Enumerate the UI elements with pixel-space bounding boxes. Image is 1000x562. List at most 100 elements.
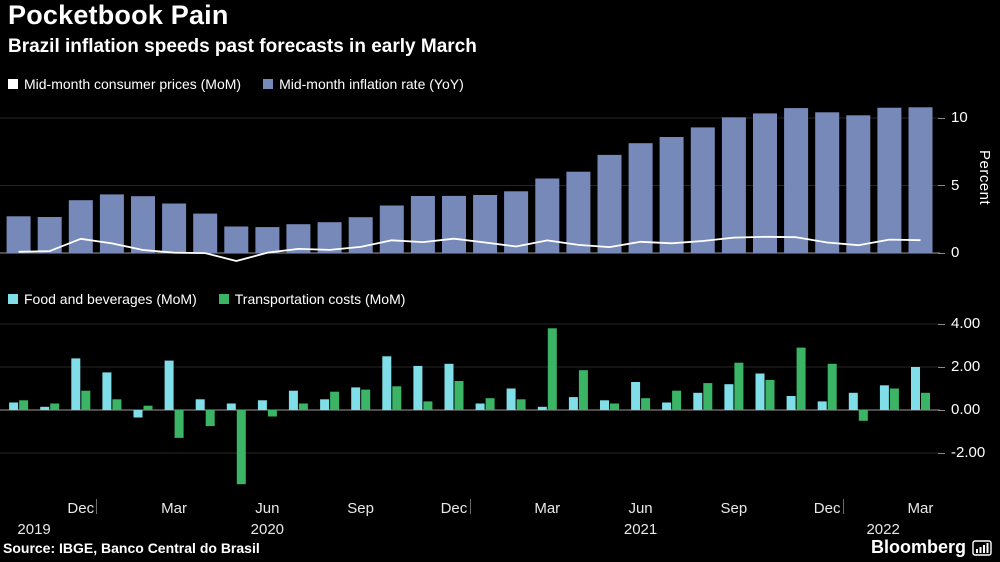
transport-bar xyxy=(547,328,557,410)
yoy-inflation-bar xyxy=(131,196,155,253)
top-chart xyxy=(0,107,940,262)
transport-bar xyxy=(889,388,899,410)
yoy-inflation-bar xyxy=(68,200,93,253)
mom-prices-line xyxy=(18,235,921,262)
y-axis: 10 5 0 4.00 2.00 0.00 -2.00 xyxy=(938,0,1000,562)
yoy-inflation-bar xyxy=(753,113,777,254)
transport-bar xyxy=(174,410,184,438)
top-chart-legend: Mid-month consumer prices (MoM) Mid-mont… xyxy=(8,76,464,92)
yoy-inflation-bar xyxy=(317,222,342,253)
y-axis-tick xyxy=(938,366,945,368)
x-month-label: Dec xyxy=(813,500,841,517)
yoy-inflation-bar xyxy=(815,112,840,253)
transport-bar xyxy=(796,347,806,410)
food-bar xyxy=(568,397,578,410)
food-bar xyxy=(382,356,392,411)
legend-label-consumer-prices: Mid-month consumer prices (MoM) xyxy=(24,76,242,92)
x-month-label: Jun xyxy=(255,500,280,517)
food-bar xyxy=(164,360,174,410)
legend-item-transportation: Transportation costs (MoM) xyxy=(218,291,406,307)
page-title: Pocketbook Pain xyxy=(8,0,229,30)
yoy-inflation-bar xyxy=(784,108,809,253)
legend-label-inflation-rate: Mid-month inflation rate (YoY) xyxy=(279,76,464,92)
transport-bar xyxy=(734,362,744,410)
food-bar xyxy=(848,392,858,410)
yoy-inflation-bar xyxy=(504,191,529,253)
transport-bar xyxy=(267,410,277,417)
bloomberg-logo: Bloomberg xyxy=(871,537,992,558)
x-year-label: 2022 xyxy=(866,521,900,538)
x-month-label: Dec xyxy=(67,500,95,517)
food-bar xyxy=(600,400,609,410)
y-axis-tick xyxy=(938,409,945,411)
transport-bar xyxy=(485,398,495,410)
food-bar xyxy=(133,410,143,418)
consumer-prices-swatch-icon xyxy=(8,79,18,89)
transport-bar xyxy=(205,410,215,427)
yoy-inflation-bar xyxy=(193,213,218,253)
food-bar xyxy=(662,402,672,410)
y-tick-label: 0 xyxy=(951,244,960,261)
food-bar xyxy=(288,390,298,411)
legend-item-consumer-prices: Mid-month consumer prices (MoM) xyxy=(8,76,241,92)
year-divider-tick xyxy=(96,499,98,514)
food-bar xyxy=(351,387,361,410)
food-bar xyxy=(444,363,454,410)
food-bar xyxy=(817,401,827,410)
food-bar xyxy=(506,388,516,410)
y-axis-title: Percent xyxy=(976,150,993,206)
y-axis-tick xyxy=(938,185,945,186)
yoy-inflation-bar xyxy=(379,205,404,253)
bloomberg-logo-text: Bloomberg xyxy=(870,537,966,557)
transport-bar xyxy=(672,390,682,411)
yoy-inflation-bar xyxy=(410,196,435,253)
inflation-rate-swatch-icon xyxy=(263,79,274,89)
transport-bar xyxy=(454,381,464,410)
x-month-label: Mar xyxy=(534,500,561,517)
food-bar xyxy=(879,385,889,410)
x-month-label: Mar xyxy=(907,500,934,517)
transport-bar xyxy=(578,370,588,410)
legend-item-inflation-rate: Mid-month inflation rate (YoY) xyxy=(263,76,464,92)
transport-bar xyxy=(330,391,340,410)
legend-label-food: Food and beverages (MoM) xyxy=(24,291,197,307)
y-tick-label: -2.00 xyxy=(951,444,986,461)
yoy-inflation-bar xyxy=(659,137,684,253)
legend-label-transportation: Transportation costs (MoM) xyxy=(234,291,406,307)
x-month-label: Dec xyxy=(440,500,468,517)
food-bar xyxy=(257,400,267,410)
y-axis-tick xyxy=(938,117,945,119)
x-year-label: 2019 xyxy=(17,521,51,538)
transportation-swatch-icon xyxy=(218,294,229,304)
x-month-label: Mar xyxy=(161,500,187,517)
y-tick-label: 10 xyxy=(951,109,968,126)
y-axis-tick xyxy=(938,323,945,325)
food-bar xyxy=(226,403,236,410)
yoy-inflation-bar xyxy=(566,171,591,253)
transport-bar xyxy=(858,410,868,421)
x-axis: Dec Mar Jun Sep Dec Mar Jun Sep Dec Mar 2019 2020 20… xyxy=(0,497,945,542)
food-bar xyxy=(320,399,330,411)
transport-bar xyxy=(392,386,402,410)
bottom-chart-legend: Food and beverages (MoM) Transportation … xyxy=(8,291,405,307)
bloomberg-logo-bars-icon xyxy=(972,539,992,556)
yoy-inflation-bar xyxy=(597,154,622,253)
year-divider-tick xyxy=(842,499,844,514)
food-bar xyxy=(755,373,765,410)
transport-bar xyxy=(610,403,619,410)
yoy-inflation-bar xyxy=(628,143,653,253)
food-bar xyxy=(537,406,547,410)
x-month-label: Sep xyxy=(347,500,374,517)
transport-bar xyxy=(81,390,91,411)
food-bar xyxy=(102,372,112,410)
y-axis-tick xyxy=(938,252,945,254)
food-bar xyxy=(40,406,50,410)
x-month-label: Sep xyxy=(720,500,748,517)
yoy-inflation-bar xyxy=(877,107,902,253)
food-bar xyxy=(786,396,796,410)
bottom-chart xyxy=(0,323,940,485)
food-bar xyxy=(631,382,641,410)
transport-bar xyxy=(703,383,713,410)
source-text: Source: IBGE, Banco Central do Brasil xyxy=(3,540,260,556)
